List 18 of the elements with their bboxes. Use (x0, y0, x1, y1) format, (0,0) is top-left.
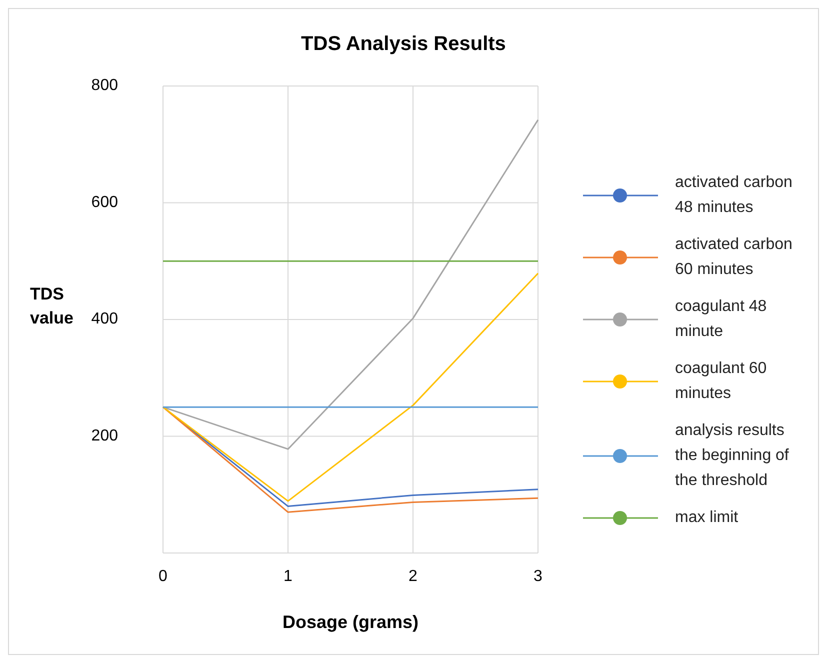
legend-label: coagulant 48 minute (675, 298, 767, 340)
y-tick-label: 200 (91, 427, 118, 444)
x-tick-label: 1 (284, 568, 293, 585)
chart-title: TDS Analysis Results (301, 33, 506, 55)
line-series (162, 272, 539, 502)
legend-label: analysis results the beginning of the threshold (675, 422, 790, 490)
y-tick-label: 400 (91, 310, 118, 328)
x-tick-label: 2 (408, 568, 418, 585)
y-tick-label: 800 (91, 77, 118, 94)
legend-label: max limit (675, 509, 739, 526)
x-axis-title: Dosage (grams) (282, 612, 419, 632)
legend-label: activated carbon 60 minutes (675, 236, 792, 278)
legend-label: activated carbon 48 minutes (675, 174, 792, 216)
x-tick-label: 3 (534, 568, 543, 585)
legend-label: coagulant 60 minutes (675, 360, 767, 402)
y-axis-title: TDS value (30, 284, 74, 328)
y-tick-label: 600 (91, 194, 118, 211)
x-tick-label: 0 (158, 568, 168, 585)
